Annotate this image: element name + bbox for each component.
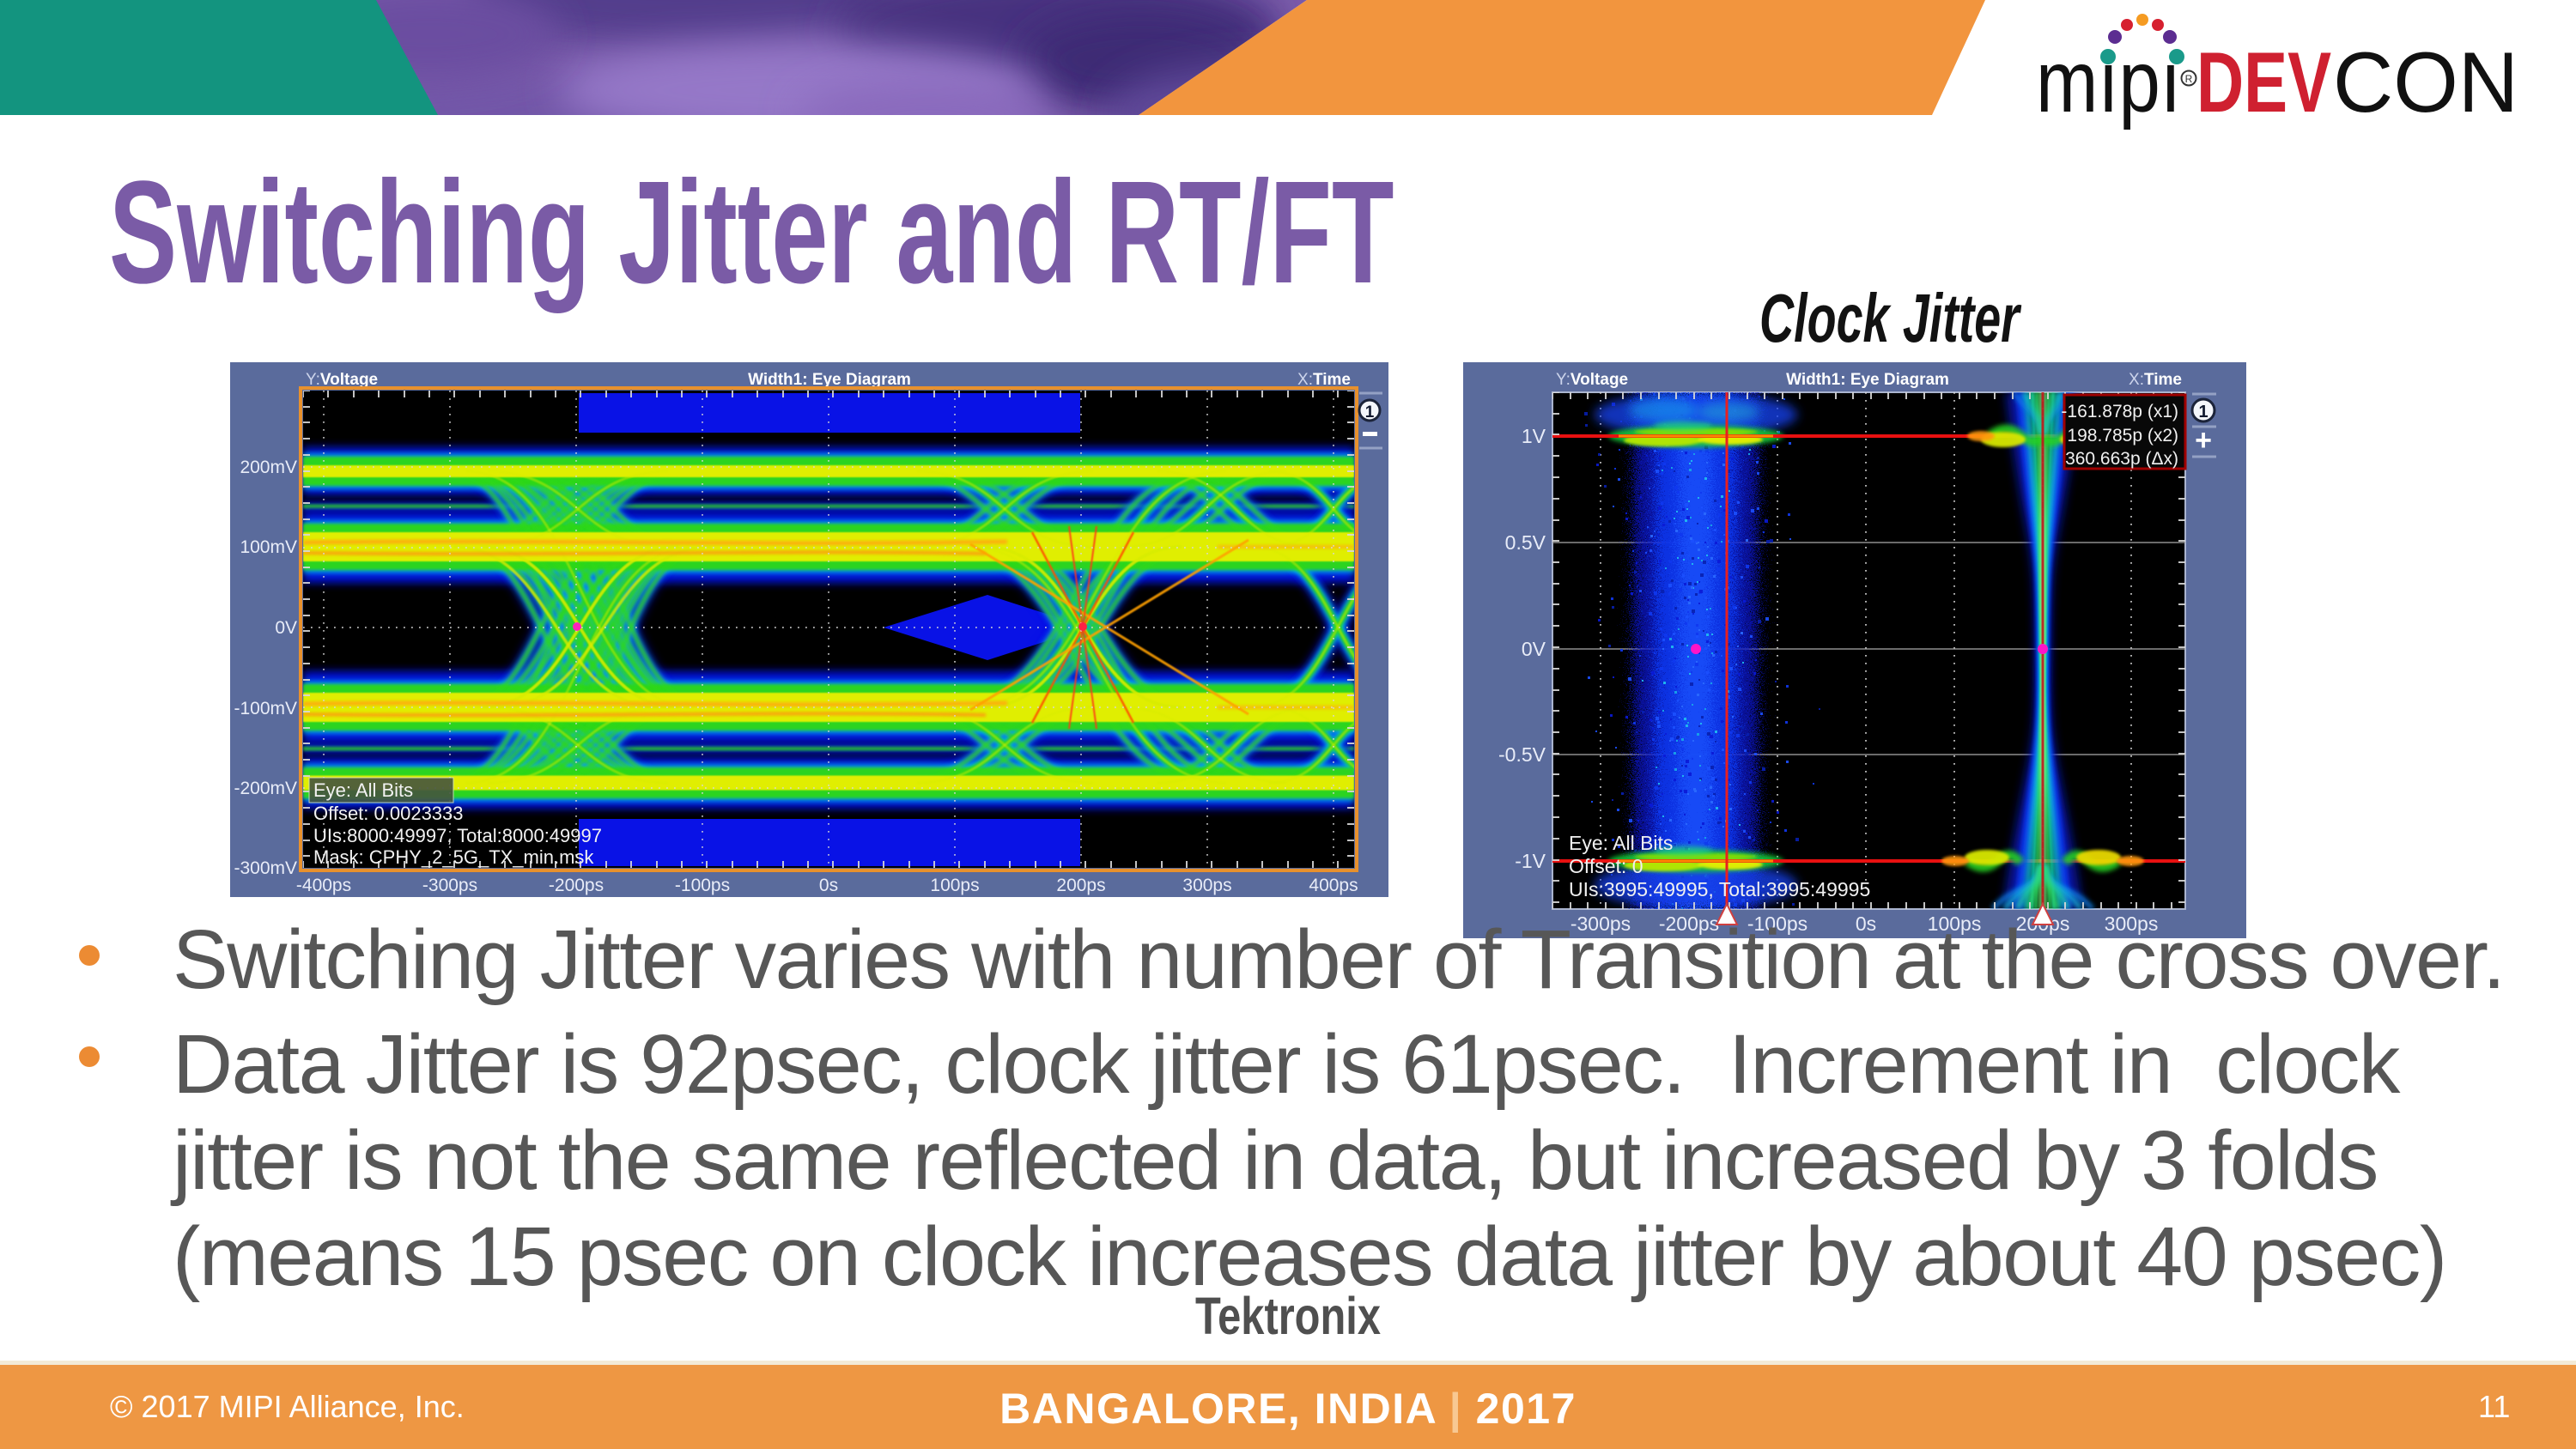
svg-text:0s: 0s: [1856, 912, 1876, 935]
svg-text:Width1: Eye Diagram: Width1: Eye Diagram: [1786, 371, 1949, 389]
svg-text:-0.5V: -0.5V: [1498, 743, 1546, 766]
svg-text:-100ps: -100ps: [1747, 912, 1807, 935]
svg-text:-300ps: -300ps: [422, 876, 477, 895]
svg-text:360.663p (Δx): 360.663p (Δx): [2065, 449, 2178, 469]
svg-text:-200ps: -200ps: [1659, 912, 1719, 935]
svg-text:0.5V: 0.5V: [1505, 531, 1546, 554]
svg-text:-400ps: -400ps: [296, 876, 351, 895]
svg-text:+: +: [2195, 424, 2212, 457]
svg-text:mıpı: mıpı: [2036, 33, 2181, 130]
svg-text:200mV: 200mV: [240, 458, 297, 477]
svg-text:300ps: 300ps: [2105, 912, 2159, 935]
svg-text:UIs:8000:49997, Total:8000:499: UIs:8000:49997, Total:8000:49997: [313, 825, 602, 846]
svg-text:Width1: Eye Diagram: Width1: Eye Diagram: [748, 371, 911, 389]
svg-text:-300mV: -300mV: [234, 858, 297, 878]
svg-text:0V: 0V: [275, 618, 297, 638]
svg-text:Mask: CPHY_2_5G_TX_min.msk: Mask: CPHY_2_5G_TX_min.msk: [313, 846, 594, 868]
svg-text:400ps: 400ps: [1309, 876, 1358, 895]
svg-text:100mV: 100mV: [240, 537, 297, 557]
svg-text:1V: 1V: [1522, 425, 1546, 447]
svg-text:-200ps: -200ps: [549, 876, 604, 895]
svg-text:Eye: All Bits: Eye: All Bits: [1569, 832, 1673, 854]
svg-text:-161.878p (x1): -161.878p (x1): [2061, 402, 2178, 421]
svg-text:0s: 0s: [819, 876, 838, 895]
svg-text:CON: CON: [2333, 34, 2518, 130]
svg-text:X:Time: X:Time: [2129, 371, 2182, 389]
svg-text:Offset: 0.0023333: Offset: 0.0023333: [313, 803, 464, 824]
svg-text:R: R: [2185, 73, 2193, 85]
svg-text:1: 1: [1365, 403, 1375, 421]
svg-text:UIs:3995:49995, Total:3995:499: UIs:3995:49995, Total:3995:49995: [1569, 878, 1870, 900]
svg-text:100ps: 100ps: [1928, 912, 1982, 935]
svg-text:-100mV: -100mV: [234, 699, 297, 718]
svg-text:DEV: DEV: [2196, 34, 2331, 130]
svg-text:Y:Voltage: Y:Voltage: [1556, 371, 1628, 389]
svg-text:-300ps: -300ps: [1571, 912, 1631, 935]
svg-text:0V: 0V: [1522, 638, 1546, 660]
svg-text:100ps: 100ps: [930, 876, 979, 895]
svg-text:-1V: -1V: [1515, 850, 1546, 872]
svg-text:X:Time: X:Time: [1297, 371, 1351, 389]
svg-text:-100ps: -100ps: [675, 876, 730, 895]
svg-text:-200mV: -200mV: [234, 779, 297, 798]
svg-text:200ps: 200ps: [1056, 876, 1105, 895]
svg-text:300ps: 300ps: [1182, 876, 1231, 895]
svg-text:198.785p (x2): 198.785p (x2): [2067, 426, 2178, 446]
svg-text:1: 1: [2198, 403, 2208, 421]
svg-text:Offset: 0: Offset: 0: [1569, 855, 1643, 877]
svg-text:Y:Voltage: Y:Voltage: [306, 371, 378, 389]
svg-text:Eye: All Bits: Eye: All Bits: [313, 779, 413, 801]
